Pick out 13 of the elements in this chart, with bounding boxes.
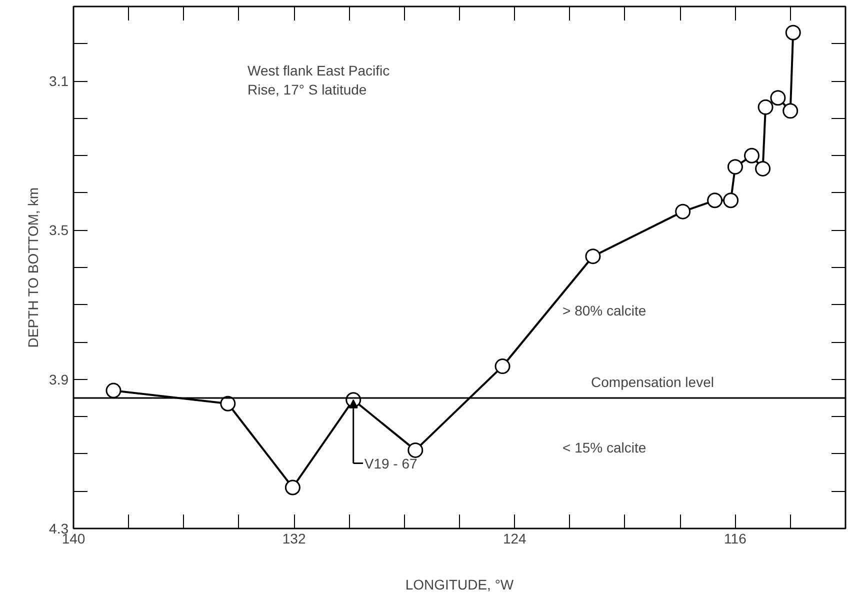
x-tick-label: 132: [282, 530, 306, 546]
y-tick-label: 3.5: [49, 222, 69, 238]
y-axis-title: DEPTH TO BOTTOM, km: [25, 188, 42, 348]
x-tick-label: 116: [724, 530, 747, 546]
text: West flank East Pacific Rise, 17° S latitude: [248, 62, 390, 98]
annotation: > 80% calcite: [562, 302, 646, 318]
y-tick-label: 3.9: [49, 371, 69, 388]
annotation: V19 - 67: [364, 455, 418, 472]
y-tick-label: 3.1: [49, 73, 69, 90]
x-tick-label: 124: [502, 530, 527, 546]
annotation: < 15% calcite: [562, 440, 646, 456]
x-axis-title: LONGITUDE, °W: [405, 576, 514, 592]
ref-line-label: Compensation level: [591, 374, 714, 390]
